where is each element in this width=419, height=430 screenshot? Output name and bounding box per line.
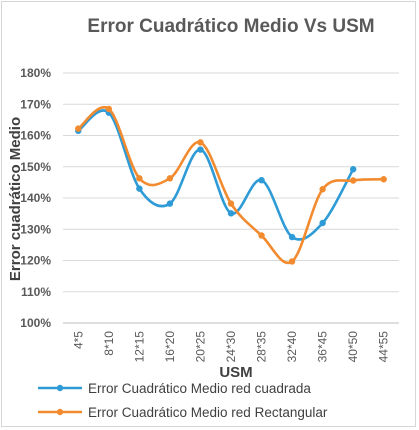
legend-marker bbox=[56, 384, 64, 392]
series-1 bbox=[75, 109, 357, 241]
y-tick-label: 180% bbox=[20, 66, 51, 80]
data-point bbox=[319, 186, 326, 193]
x-tick-label: 24*30 bbox=[224, 331, 238, 363]
legend-label: Error Cuadrático Medio red Rectangular bbox=[88, 405, 328, 420]
data-point bbox=[166, 200, 174, 207]
y-tick-label: 160% bbox=[20, 129, 51, 143]
x-tick-labels: 4*5 8*10 12*15 16*20 20*25 24*30 28*35 32*40 36*… bbox=[71, 331, 390, 363]
legend-marker bbox=[56, 408, 64, 416]
data-point bbox=[288, 233, 296, 241]
data-point bbox=[380, 176, 387, 183]
data-point bbox=[349, 177, 357, 184]
data-point bbox=[197, 146, 204, 153]
y-tick-label: 140% bbox=[20, 191, 51, 205]
legend-label: Error Cuadrático Medio red cuadrada bbox=[88, 381, 311, 396]
legend: Error Cuadrático Medio red cuadrada Error… bbox=[38, 381, 328, 420]
data-point bbox=[319, 219, 326, 227]
x-tick-label: 16*20 bbox=[163, 331, 177, 363]
y-tick-label: 150% bbox=[20, 160, 51, 174]
x-tick-label: 32*40 bbox=[285, 331, 299, 363]
y-tick-label: 170% bbox=[20, 97, 51, 111]
x-tick-label: 12*15 bbox=[132, 331, 146, 363]
data-point bbox=[258, 232, 265, 239]
data-point bbox=[288, 258, 296, 265]
data-point bbox=[75, 125, 82, 132]
x-tick-label: 36*45 bbox=[316, 331, 330, 363]
x-tick-label: 40*50 bbox=[346, 331, 360, 363]
series-2 bbox=[75, 105, 387, 265]
x-tick-label: 20*25 bbox=[193, 331, 207, 363]
data-point bbox=[349, 166, 357, 173]
data-point bbox=[166, 175, 174, 182]
y-tick-labels: 100% 110% 120% 130% 140% 150% 160% 170% 180% bbox=[20, 66, 51, 330]
data-point bbox=[258, 176, 265, 184]
data-point bbox=[136, 185, 143, 192]
x-axis-title: USM bbox=[219, 364, 252, 381]
x-tick-label: 4*5 bbox=[71, 331, 85, 349]
x-tick-label: 28*35 bbox=[255, 331, 269, 363]
data-point bbox=[227, 200, 235, 207]
data-point bbox=[136, 175, 143, 182]
x-tick-label: 8*10 bbox=[102, 331, 116, 356]
grid-lines bbox=[63, 72, 399, 324]
data-point bbox=[227, 210, 235, 217]
x-tick-label: 44*55 bbox=[377, 331, 391, 363]
series-line bbox=[76, 105, 386, 265]
y-tick-label: 110% bbox=[21, 285, 51, 299]
y-tick-label: 100% bbox=[20, 316, 51, 330]
y-tick-label: 130% bbox=[20, 222, 51, 236]
series-group bbox=[75, 105, 387, 265]
data-point bbox=[105, 105, 113, 113]
data-point bbox=[197, 139, 204, 146]
y-axis-title: Error cuadrático Medio bbox=[7, 117, 24, 281]
y-tick-label: 120% bbox=[20, 254, 51, 268]
chart-title: Error Cuadrático Medio Vs USM bbox=[87, 16, 374, 37]
